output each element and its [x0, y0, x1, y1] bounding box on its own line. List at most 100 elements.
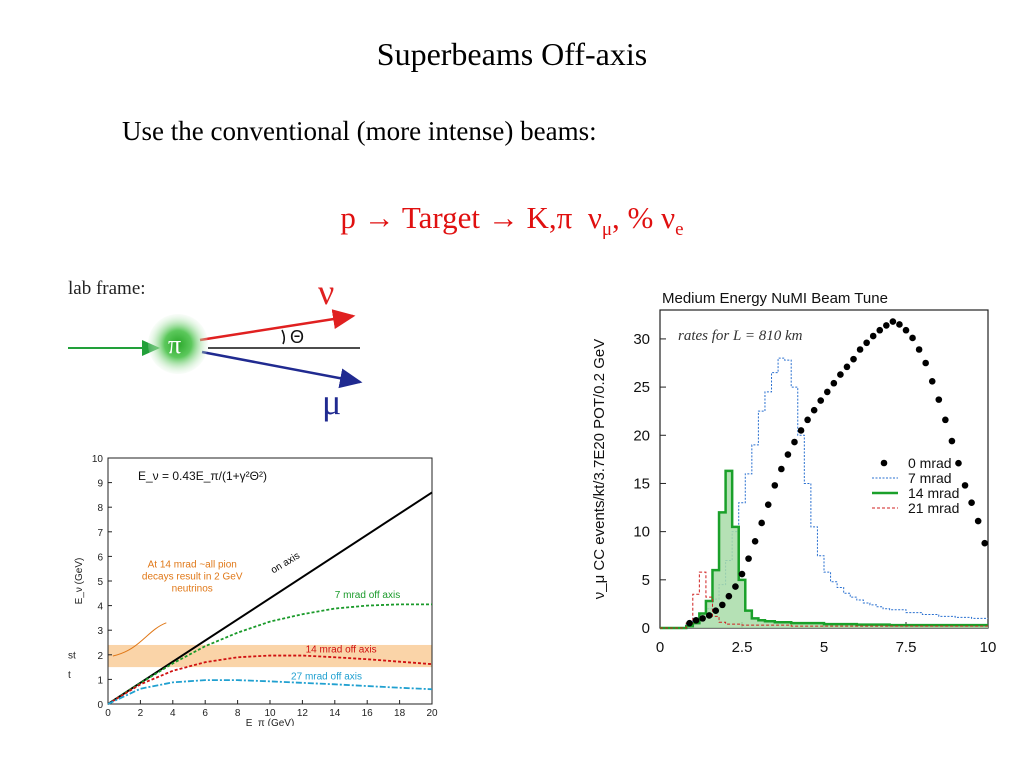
formula-label: E_ν = 0.43E_π/(1+γ²Θ²): [138, 469, 267, 483]
x-tick-label: 6: [202, 708, 208, 719]
neutrino-arrow: [199, 309, 356, 342]
slide-title: Superbeams Off-axis: [376, 36, 648, 72]
slide-subtitle: Use the conventional (more intense) beam…: [122, 116, 597, 146]
chart-title: Medium Energy NuMI Beam Tune: [662, 290, 888, 307]
data-point: [883, 322, 890, 329]
data-point: [876, 326, 884, 334]
series-line: [660, 571, 988, 629]
formula-arrow-1: →: [363, 200, 395, 235]
series-line: [107, 491, 433, 705]
data-point: [758, 519, 765, 527]
data-point: [935, 396, 943, 403]
x-tick-label: 12: [297, 708, 309, 719]
data-point: [981, 539, 989, 547]
legend-label: 7 mrad: [908, 470, 952, 486]
data-point: [955, 459, 962, 467]
data-point: [745, 555, 752, 562]
data-point: [942, 416, 949, 424]
x-tick-label: 8: [235, 708, 241, 719]
data-point: [732, 583, 739, 590]
data-point: [764, 501, 772, 508]
data-point: [692, 616, 700, 624]
data-point: [784, 451, 792, 458]
lab-frame-diagram: lab frame: π ν μ Θ: [68, 272, 363, 422]
cut-text: t: [68, 670, 71, 681]
series-fill: [660, 470, 988, 628]
formula-arrow-2: →: [487, 200, 519, 235]
data-point: [699, 615, 706, 622]
data-point: [712, 607, 720, 614]
formula-nu-mu: νμ: [587, 200, 613, 241]
data-point: [823, 388, 831, 396]
x-axis-label: E_π (GeV): [246, 718, 295, 726]
mu-symbol: μ: [322, 382, 341, 422]
data-point: [837, 371, 844, 378]
x-tick-label: 0: [656, 639, 664, 656]
y-tick-label: 0: [642, 620, 650, 637]
y-tick-label: 3: [97, 626, 103, 637]
data-point: [771, 482, 779, 489]
x-tick-label: 10: [264, 708, 276, 719]
x-tick-label: 4: [170, 708, 176, 719]
y-tick-label: 0: [97, 700, 103, 711]
x-tick-label: 20: [426, 708, 438, 719]
annotation-pointer: [112, 622, 167, 657]
x-tick-label: 14: [329, 708, 341, 719]
pion-symbol: π: [168, 330, 181, 359]
formula-separator: , %: [612, 200, 654, 235]
y-tick-label: 7: [97, 528, 103, 539]
formula-target: Target: [401, 200, 481, 235]
x-tick-label: 10: [980, 639, 997, 656]
x-tick-label: 2.5: [732, 639, 753, 656]
data-point: [843, 363, 851, 371]
x-tick-label: 18: [394, 708, 406, 719]
x-tick-label: 0: [105, 708, 111, 719]
y-tick-label: 5: [97, 577, 103, 588]
data-point: [810, 406, 818, 414]
series-line: [107, 679, 433, 705]
data-point: [915, 346, 923, 353]
y-tick-label: 8: [97, 503, 103, 514]
x-tick-label: 5: [820, 639, 828, 656]
series-label: 7 mrad off axis: [335, 590, 400, 601]
data-point: [719, 601, 726, 609]
cut-text: st: [68, 650, 76, 661]
series-line: [660, 469, 988, 630]
legend-label: 0 mrad: [908, 455, 952, 471]
muon-arrow: [201, 350, 363, 389]
data-point: [686, 619, 693, 627]
y-tick-label: 1: [97, 675, 103, 686]
data-point: [705, 612, 713, 619]
data-point: [850, 355, 857, 363]
data-point: [804, 416, 811, 424]
y-tick-label: 20: [633, 427, 650, 444]
data-point: [902, 326, 910, 334]
series-label: on axis: [269, 550, 302, 576]
angle-arc: [281, 329, 286, 345]
pion-blob: [148, 314, 208, 374]
data-point: [896, 321, 903, 328]
legend-label: 14 mrad: [908, 485, 959, 501]
y-axis-label: E_ν (GeV): [74, 558, 85, 605]
y-tick-label: 4: [97, 602, 103, 613]
data-point: [830, 379, 838, 387]
data-point: [968, 499, 975, 507]
formula-proton: p: [340, 200, 356, 235]
data-point: [928, 378, 936, 385]
data-point: [725, 592, 733, 600]
data-point: [817, 397, 825, 404]
nu-symbol: ν: [318, 272, 334, 312]
data-point: [778, 465, 785, 473]
y-tick-label: 25: [633, 379, 650, 396]
data-point: [974, 517, 982, 525]
data-point: [889, 318, 897, 325]
formula-mesons: K,π: [526, 200, 573, 235]
legend-label: 21 mrad: [908, 500, 959, 516]
y-tick-label: 15: [633, 475, 650, 492]
data-point: [751, 537, 759, 545]
data-point: [961, 482, 969, 489]
series-line: [107, 603, 432, 705]
numi-rate-chart: Medium Energy NuMI Beam Tune rates for L …: [591, 290, 997, 656]
y-tick-label: 6: [97, 552, 103, 563]
